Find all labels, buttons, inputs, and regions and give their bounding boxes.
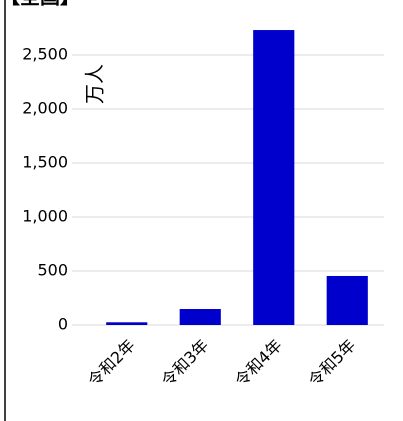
chart-title: 【全国】 (0, 0, 80, 9)
y-tick-label: 1,500 (22, 153, 68, 172)
bar (326, 275, 368, 325)
y-tick-label: 1,000 (22, 207, 68, 226)
x-tick-label: 令和3年 (158, 336, 213, 391)
x-tick-label: 令和5年 (305, 336, 360, 391)
bar (253, 30, 295, 325)
y-tick-label: 2,000 (22, 99, 68, 118)
x-tick-label: 令和4年 (231, 336, 286, 391)
y-axis-label: 万人 (83, 64, 107, 104)
y-tick-label: 500 (37, 261, 68, 280)
y-tick-label: 0 (58, 315, 68, 334)
bar (106, 322, 148, 325)
y-tick-label: 2,500 (22, 45, 68, 64)
x-tick-label: 令和2年 (84, 336, 139, 391)
bar (179, 309, 221, 325)
